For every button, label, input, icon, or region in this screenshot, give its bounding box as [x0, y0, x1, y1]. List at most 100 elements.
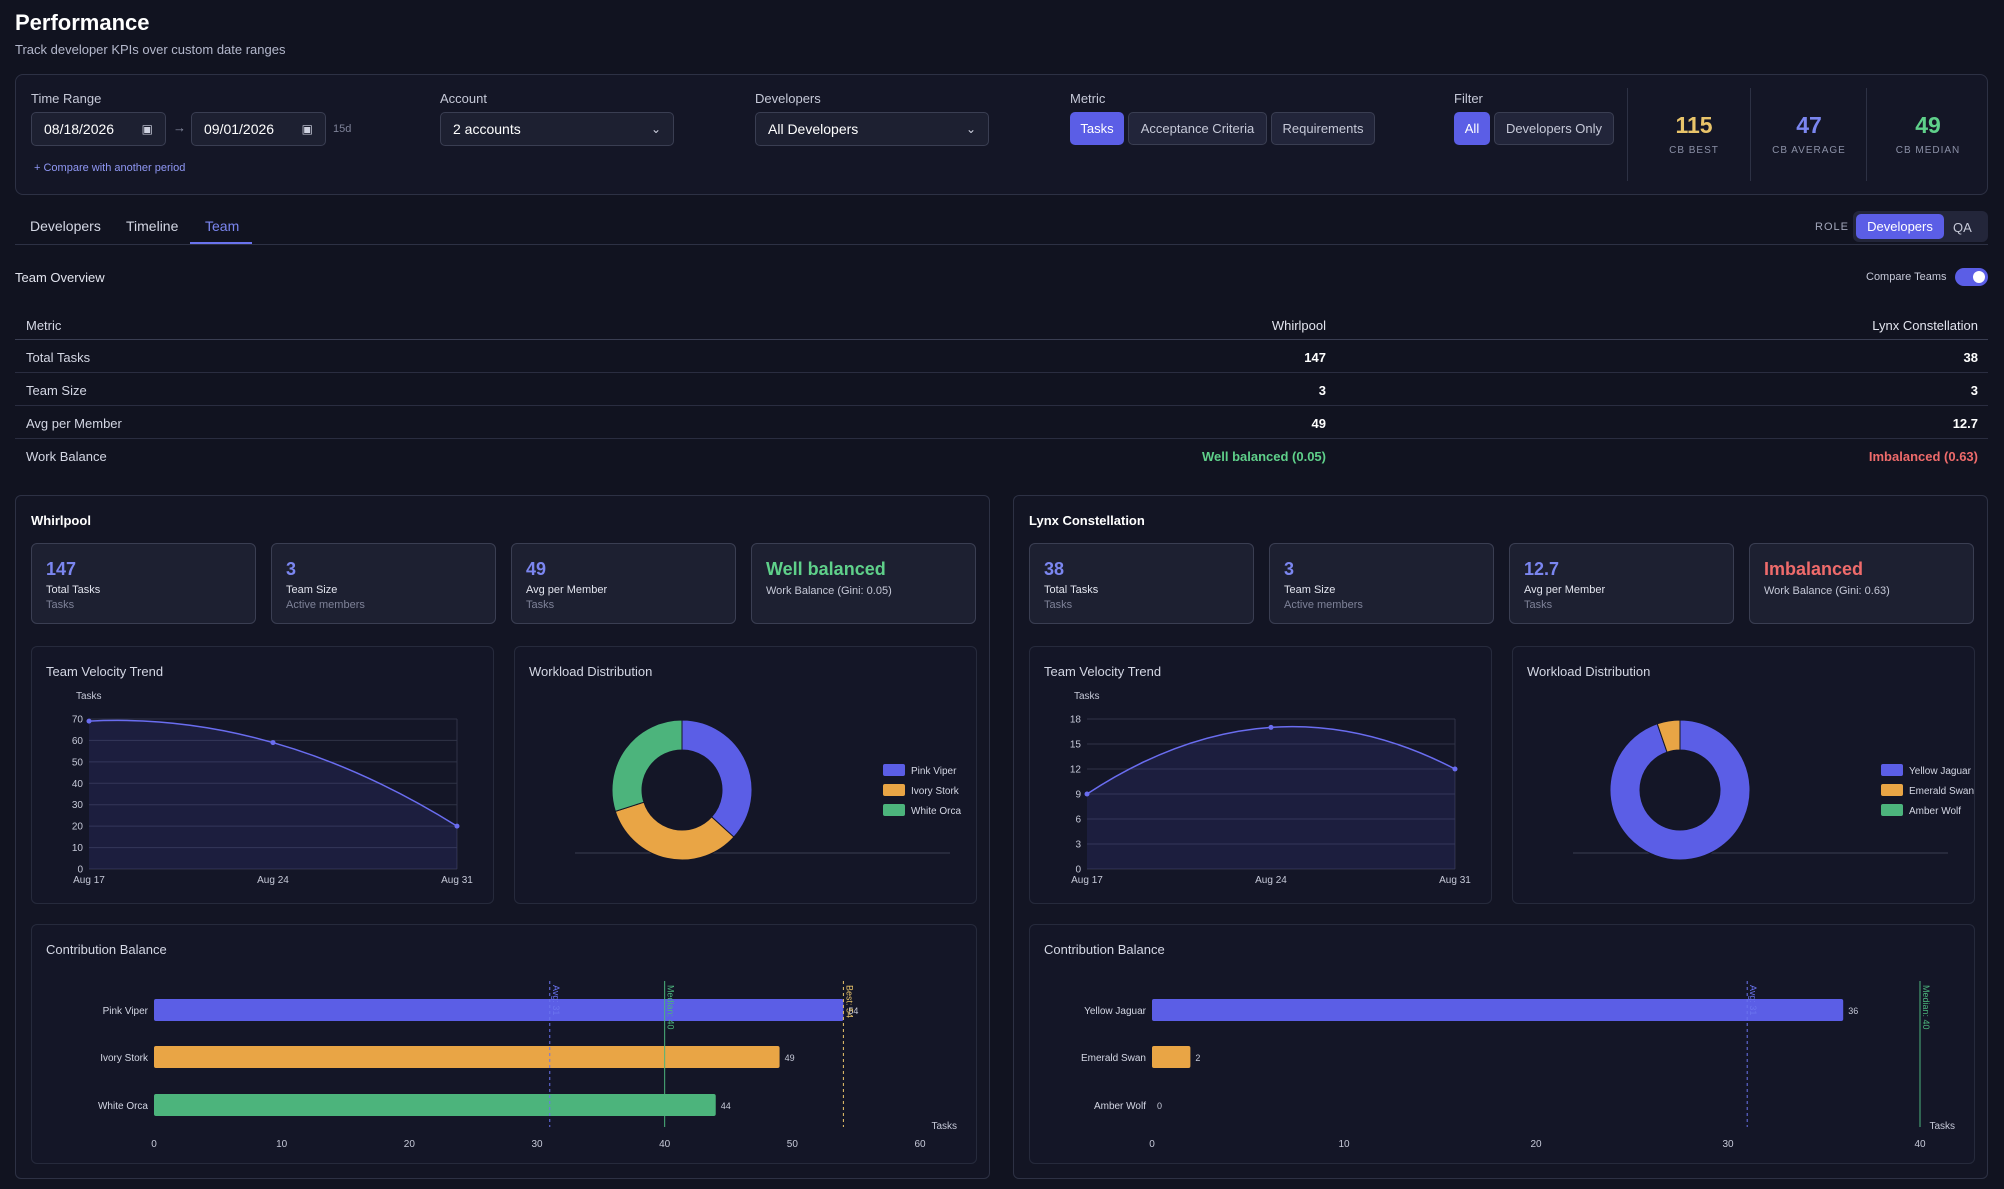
stat-sub: Tasks	[1044, 599, 1073, 611]
stat-sub: Active members	[1284, 599, 1363, 611]
velocity-chart-card: Team Velocity Trend Tasks 0 3 6 9 12 15 18 Aug 1…	[1029, 646, 1492, 904]
legend-label: Ivory Stork	[911, 786, 960, 797]
legend-swatch	[1881, 784, 1903, 796]
x-tick-label: Aug 17	[73, 875, 105, 886]
table-row: Work Balance Well balanced (0.05) Imbala…	[15, 439, 1988, 472]
filter-developers-only-button[interactable]: Developers Only	[1494, 112, 1614, 145]
value-cell-bad: Imbalanced (0.63)	[1868, 449, 1978, 464]
contribution-bar	[1152, 1046, 1191, 1068]
legend-label: Amber Wolf	[1909, 806, 1961, 817]
value-cell: 3	[1318, 383, 1326, 398]
metric-tasks-button[interactable]: Tasks	[1070, 112, 1124, 145]
y-tick-label: 20	[72, 822, 84, 833]
active-tab-indicator	[190, 242, 252, 244]
tab-timeline[interactable]: Timeline	[126, 218, 179, 234]
tab-developers[interactable]: Developers	[30, 218, 101, 234]
role-developers-button[interactable]: Developers	[1856, 214, 1944, 239]
category-label: Pink Viper	[103, 1006, 149, 1017]
chart-title: Team Velocity Trend	[1044, 664, 1162, 679]
filter-bar: Time Range 08/18/2026 ▣ → 09/01/2026 ▣ 15d…	[15, 74, 1988, 195]
y-tick-label: 6	[1075, 815, 1081, 826]
category-label: White Orca	[98, 1101, 148, 1112]
x-tick-label: 10	[276, 1139, 288, 1150]
y-tick-label: 30	[72, 800, 84, 811]
stat-card-work-balance: Imbalanced Work Balance (Gini: 0.63)	[1749, 543, 1974, 624]
stat-value: 3	[286, 559, 297, 579]
column-header: Lynx Constellation	[1872, 318, 1978, 333]
value-cell: 147	[1304, 350, 1326, 365]
donut-slice	[611, 719, 683, 812]
bar-value-label: 2	[1195, 1053, 1200, 1063]
developers-select[interactable]: All Developers ⌄	[755, 112, 989, 146]
donut-slice	[614, 801, 735, 861]
bar-value-label: 44	[721, 1101, 731, 1111]
stat-value: Imbalanced	[1764, 559, 1864, 579]
team-overview-title: Team Overview	[15, 270, 105, 285]
metric-cell: Team Size	[26, 383, 87, 398]
stat-label: Avg per Member	[1524, 584, 1606, 596]
table-row: Total Tasks 147 38	[15, 340, 1988, 373]
tab-team[interactable]: Team	[205, 218, 240, 234]
stat-card-team-size: 3 Team Size Active members	[1269, 543, 1494, 624]
legend-swatch	[883, 784, 905, 796]
account-select[interactable]: 2 accounts ⌄	[440, 112, 674, 146]
filter-all-button[interactable]: All	[1454, 112, 1490, 145]
compare-period-link[interactable]: + Compare with another period	[34, 162, 186, 174]
contribution-bar-chart: Pink Viper 54 Ivory Stork 49 White Orca 44 Avg…	[98, 981, 957, 1150]
y-tick-label: 10	[72, 843, 84, 854]
chevron-down-icon: ⌄	[650, 122, 661, 136]
metric-label: Metric	[1070, 91, 1106, 106]
table-row: Team Size 3 3	[15, 373, 1988, 406]
category-label: Yellow Jaguar	[1084, 1006, 1147, 1017]
stat-value: 38	[1044, 559, 1065, 579]
data-point	[86, 718, 92, 724]
kpi-value: 49	[1915, 112, 1941, 138]
team-name: Lynx Constellation	[1029, 513, 1145, 528]
stat-label: Team Size	[286, 584, 338, 596]
stat-card-work-balance: Well balanced Work Balance (Gini: 0.05)	[751, 543, 976, 624]
stat-sub: Tasks	[526, 599, 555, 611]
legend-label: Pink Viper	[911, 766, 957, 777]
stat-label: Total Tasks	[46, 584, 101, 596]
date-from-value: 08/18/2026	[44, 121, 115, 137]
donut-slice	[681, 719, 753, 838]
y-tick-label: 40	[72, 779, 84, 790]
x-tick-label: 40	[659, 1139, 671, 1150]
view-tabs: Developers Timeline Team	[15, 205, 1988, 245]
stat-card-avg-per-member: 49 Avg per Member Tasks	[511, 543, 736, 624]
y-axis-label: Tasks	[76, 691, 102, 702]
data-point	[1452, 766, 1458, 772]
value-cell: 49	[1311, 416, 1326, 431]
developers-label: Developers	[755, 91, 821, 106]
x-tick-label: 20	[404, 1139, 416, 1150]
velocity-chart-card: Team Velocity Trend Tasks 0 10 20 30 40 50 60 70…	[31, 646, 494, 904]
date-to-input[interactable]: 09/01/2026 ▣	[191, 112, 326, 146]
bar-value-label: 49	[785, 1053, 795, 1063]
contribution-bar	[154, 999, 844, 1021]
role-qa-button[interactable]: QA	[1953, 220, 1972, 235]
legend-swatch	[883, 804, 905, 816]
workload-donut-chart: Yellow Jaguar Emerald Swan Amber Wolf	[1573, 719, 1974, 861]
compare-teams-toggle[interactable]	[1955, 268, 1988, 286]
y-tick-label: 3	[1075, 840, 1081, 851]
category-label: Amber Wolf	[1094, 1101, 1146, 1112]
category-label: Ivory Stork	[100, 1053, 149, 1064]
date-from-input[interactable]: 08/18/2026 ▣	[31, 112, 166, 146]
stat-value: 12.7	[1524, 559, 1560, 579]
y-tick-label: 18	[1070, 715, 1082, 726]
stat-label: Team Size	[1284, 584, 1336, 596]
chevron-down-icon: ⌄	[965, 122, 976, 136]
metric-acceptance-criteria-button[interactable]: Acceptance Criteria	[1128, 112, 1267, 145]
legend-label: Yellow Jaguar	[1909, 766, 1972, 777]
y-tick-label: 0	[1075, 865, 1081, 876]
chart-title: Workload Distribution	[1527, 664, 1651, 679]
metric-requirements-button[interactable]: Requirements	[1271, 112, 1375, 145]
reference-line-label: Median: 40	[1921, 985, 1931, 1030]
x-tick-label: Aug 17	[1071, 875, 1103, 886]
area-fill	[89, 720, 457, 869]
x-tick-label: Aug 31	[441, 875, 473, 886]
divider	[1750, 88, 1751, 181]
reference-line-label: Median: 40	[666, 985, 676, 1030]
account-label: Account	[440, 91, 487, 106]
